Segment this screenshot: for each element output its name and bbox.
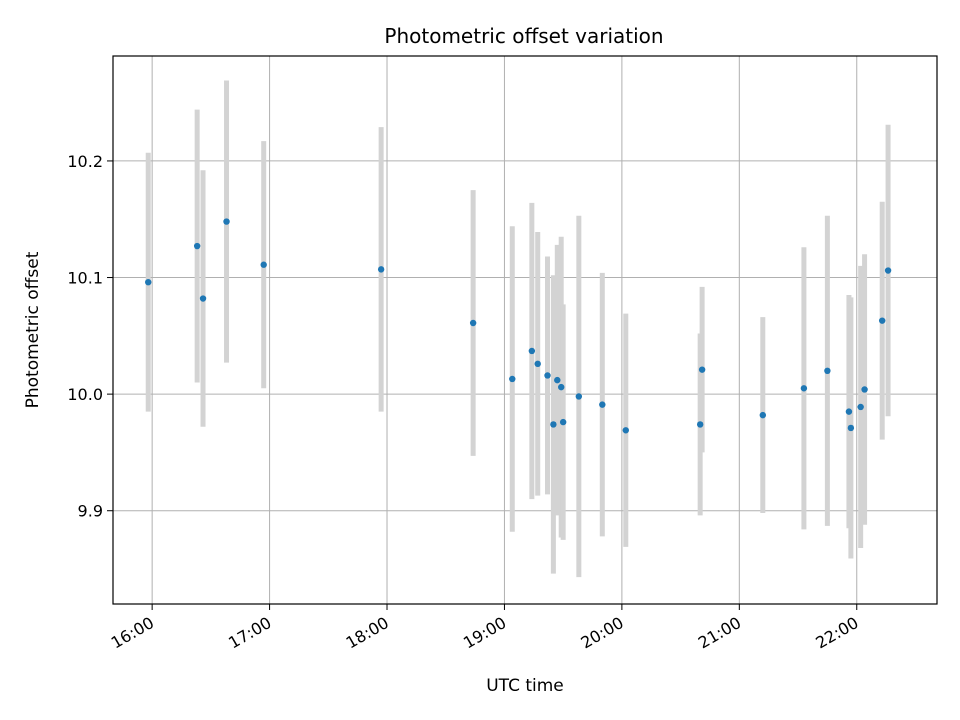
data-points (145, 218, 892, 434)
data-point (260, 261, 267, 268)
data-point (554, 376, 561, 384)
data-point (800, 385, 808, 392)
x-tick-label: 21:00 (695, 613, 744, 653)
x-axis-label: UTC time (486, 676, 564, 696)
grid-lines (113, 56, 937, 604)
data-point (534, 360, 541, 368)
data-point (199, 295, 207, 302)
data-point (696, 421, 704, 428)
data-point (861, 386, 868, 393)
data-point (223, 218, 230, 225)
y-tick-label: 9.9 (78, 502, 103, 521)
data-point (509, 375, 516, 383)
data-point (847, 424, 855, 432)
y-tick-label: 10.2 (67, 152, 103, 171)
x-tick-label: 19:00 (460, 613, 509, 653)
y-tick-label: 10.1 (67, 269, 103, 288)
data-point (845, 408, 853, 415)
data-point (544, 372, 551, 379)
data-point (528, 347, 536, 355)
data-point (884, 267, 892, 274)
data-point (857, 403, 864, 411)
data-point (824, 367, 831, 375)
error-bars (145, 80, 891, 578)
data-point (559, 418, 567, 426)
x-axis-ticks: 16:00 17:00 18:00 19:00 20:00 21:00 22:00 (108, 604, 862, 653)
data-point (575, 393, 583, 400)
plot-frame (112, 55, 938, 605)
chart-title: Photometric offset variation (384, 24, 663, 48)
x-tick-label: 17:00 (225, 613, 274, 653)
x-tick-label: 18:00 (343, 613, 392, 653)
data-point (878, 317, 886, 324)
data-point (698, 366, 706, 373)
x-tick-label: 22:00 (812, 613, 861, 653)
x-tick-label: 20:00 (577, 613, 626, 653)
data-point (759, 411, 767, 419)
data-point (622, 427, 629, 434)
y-tick-label: 10.0 (67, 385, 103, 404)
data-point (377, 266, 385, 273)
data-point (550, 421, 557, 428)
data-point (558, 383, 565, 391)
y-axis-label: Photometric offset (23, 251, 43, 408)
data-point (145, 278, 152, 286)
y-axis-ticks: 9.9 10.0 10.1 10.2 (67, 152, 113, 521)
data-point (193, 242, 201, 250)
data-point (599, 401, 606, 408)
x-tick-label: 16:00 (108, 613, 157, 653)
data-point (469, 319, 477, 327)
